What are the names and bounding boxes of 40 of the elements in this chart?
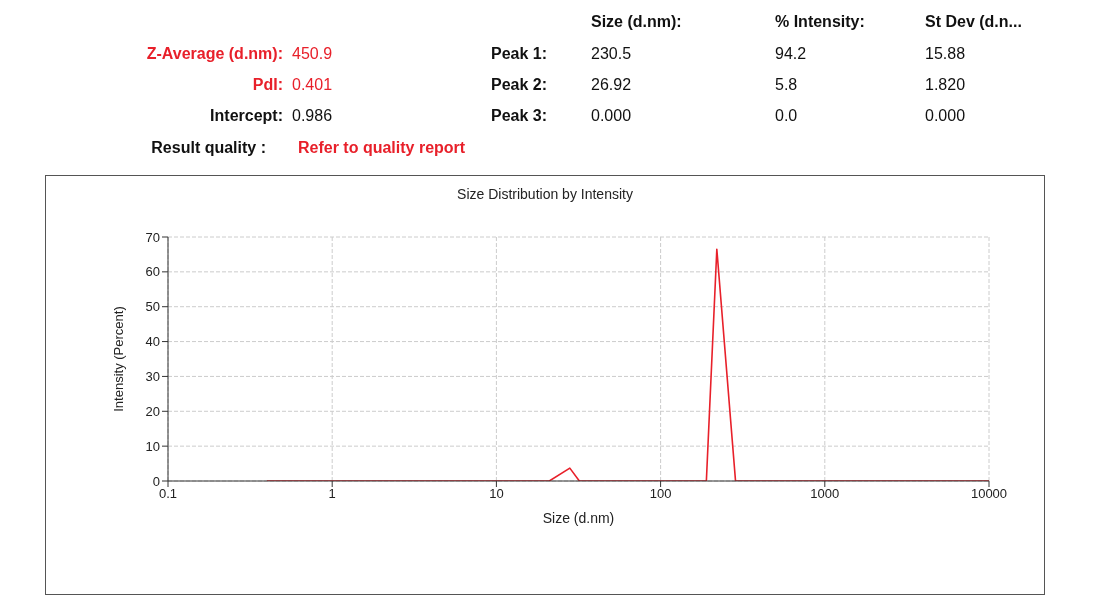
text: St Dev (d.n...: [925, 12, 1022, 32]
y-tick-label: 50: [145, 299, 160, 315]
text: 5.8: [775, 75, 798, 95]
text: 450.9: [292, 44, 333, 64]
text: 15.88: [925, 44, 966, 64]
y-tick-label: 20: [145, 403, 160, 419]
x-axis-title: Size (d.nm): [542, 510, 615, 526]
y-tick-label: 40: [145, 334, 160, 350]
text: Result quality :: [151, 138, 266, 158]
text: 0.986: [292, 106, 333, 126]
x-tick-label: 100: [649, 486, 672, 502]
text: 26.92: [591, 75, 632, 95]
text: PdI:: [252, 75, 283, 95]
y-axis-title: Intensity (Percent): [110, 306, 126, 412]
text: Peak 1:: [490, 44, 547, 64]
text: Intercept:: [210, 106, 283, 126]
x-tick-label: 10000: [970, 486, 1008, 502]
y-tick-label: 10: [145, 438, 160, 454]
text: Peak 2:: [490, 75, 547, 95]
text: 1.820: [925, 75, 966, 95]
text: 0.401: [292, 75, 333, 95]
text: 0.0: [775, 106, 798, 126]
text: Refer to quality report: [298, 138, 466, 158]
x-tick-label: 1: [328, 486, 336, 502]
y-tick-label: 60: [145, 264, 160, 280]
y-tick-label: 0: [152, 473, 160, 489]
chart-title: Size Distribution by Intensity: [456, 186, 634, 202]
x-tick-label: 1000: [810, 486, 840, 502]
text: 0.000: [591, 106, 632, 126]
y-tick-label: 30: [145, 369, 160, 385]
text: 0.000: [925, 106, 966, 126]
text: % Intensity:: [775, 12, 865, 32]
text: Peak 3:: [490, 106, 547, 126]
text: Z-Average (d.nm):: [146, 44, 283, 64]
text: 94.2: [775, 44, 807, 64]
text: Size (d.nm):: [591, 12, 682, 32]
y-tick-label: 70: [145, 229, 160, 245]
x-tick-label: 10: [489, 486, 504, 502]
x-tick-label: 0.1: [158, 486, 178, 502]
text: 230.5: [591, 44, 632, 64]
